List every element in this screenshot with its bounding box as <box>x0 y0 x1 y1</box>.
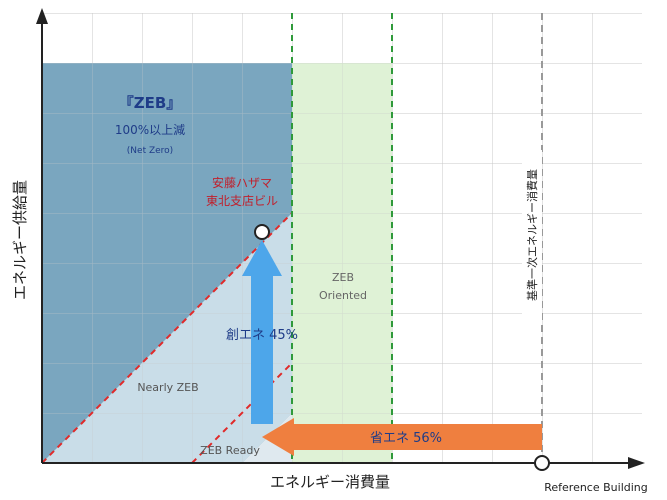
saving-label: 省エネ 56% <box>370 431 442 446</box>
zeb-note: (Net Zero) <box>127 146 173 156</box>
zeb-title: 『ZEB』 <box>119 94 182 112</box>
nearly-zeb-boundary <box>41 212 293 464</box>
zeb-ready-label: ZEB Ready <box>200 444 260 457</box>
y-axis-label: エネルギー供給量 <box>11 180 29 300</box>
grid-overlay <box>42 13 642 463</box>
creation-arrow-head-icon <box>242 240 282 276</box>
zeb-oriented-label-line1: ZEB <box>332 271 354 284</box>
reference-marker <box>534 455 550 471</box>
nearly-zeb-label: Nearly ZEB <box>137 381 198 394</box>
reference-label: Reference Building <box>544 481 648 494</box>
creation-arrow <box>251 274 273 424</box>
x-axis-label: エネルギー消費量 <box>270 473 390 491</box>
zeb-ready-boundary <box>191 362 293 464</box>
reference-vertical-label-bg <box>522 150 542 320</box>
building-marker <box>254 224 270 240</box>
building-name-line1: 安藤ハザマ <box>212 175 272 190</box>
reference-vertical-label: 基準一次エネルギー消費量 <box>525 169 539 301</box>
y-axis-arrow-icon <box>36 8 48 24</box>
creation-label: 創エネ 45% <box>226 328 298 343</box>
building-name-line2: 東北支店ビル <box>206 194 278 208</box>
saving-arrow <box>292 424 542 450</box>
saving-arrow-head-icon <box>262 418 294 456</box>
zeb-oriented-label-line2: Oriented <box>319 289 367 302</box>
zeb-subtitle: 100%以上減 <box>115 122 185 137</box>
x-axis-arrow-icon <box>628 457 645 469</box>
